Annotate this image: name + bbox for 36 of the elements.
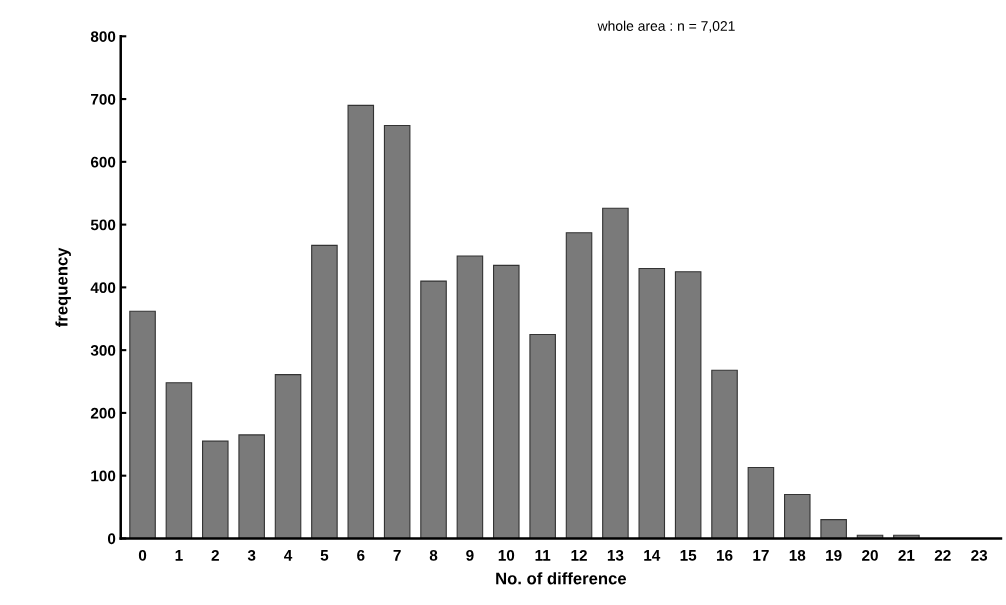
x-tick-label: 2 xyxy=(211,549,219,561)
x-tick-label: 11 xyxy=(535,550,551,561)
y-tick-label: 800 xyxy=(90,31,116,42)
x-tick-label: 8 xyxy=(429,549,438,561)
x-tick-label: 17 xyxy=(753,550,769,561)
chart-title: whole area : n = 7,021 xyxy=(597,20,735,33)
x-tick-label: 21 xyxy=(898,549,915,561)
x-tick-label: 3 xyxy=(247,549,256,561)
y-axis-title: frequency xyxy=(55,247,71,327)
x-tick-label: 1 xyxy=(175,550,183,561)
y-tick-label: 700 xyxy=(91,93,116,105)
y-tick-label: 300 xyxy=(90,345,116,356)
x-tick-label: 22 xyxy=(934,549,951,561)
x-tick-label: 19 xyxy=(826,549,842,561)
x-tick-label: 0 xyxy=(138,549,147,561)
x-tick-label: 14 xyxy=(644,550,661,561)
x-axis-title: No. of difference xyxy=(496,572,627,585)
x-tick-label: 20 xyxy=(862,549,878,561)
x-tick-label: 23 xyxy=(971,549,988,561)
y-tick-label: 100 xyxy=(91,470,116,482)
x-tick-label: 6 xyxy=(357,549,365,561)
x-tick-label: 13 xyxy=(607,549,624,561)
x-tick-label: 15 xyxy=(680,550,697,561)
x-tick-label: 10 xyxy=(498,549,515,561)
x-tick-label: 9 xyxy=(466,549,474,561)
y-tick-label: 200 xyxy=(90,407,116,419)
y-tick-label: 500 xyxy=(90,219,116,231)
x-tick-label: 12 xyxy=(571,549,587,561)
x-tick-label: 7 xyxy=(393,550,401,561)
x-tick-label: 16 xyxy=(716,549,733,561)
x-tick-label: 18 xyxy=(789,549,806,561)
x-tick-label: 5 xyxy=(320,550,329,561)
y-tick-label: 400 xyxy=(90,282,116,294)
y-tick-label: 600 xyxy=(90,156,116,168)
x-tick-label: 4 xyxy=(284,550,293,561)
y-tick-label: 0 xyxy=(107,533,116,545)
